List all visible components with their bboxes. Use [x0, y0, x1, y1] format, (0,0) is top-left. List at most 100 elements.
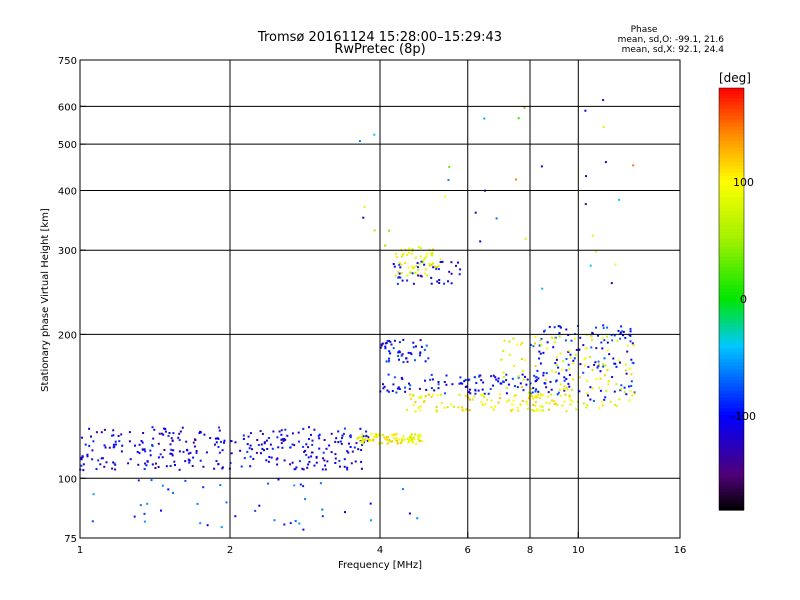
data-point: [247, 435, 250, 438]
data-point: [413, 438, 416, 441]
data-point: [483, 392, 486, 395]
data-point: [397, 270, 400, 273]
data-point: [325, 447, 328, 450]
colorbar-segment: [719, 284, 744, 290]
data-point: [550, 388, 553, 391]
data-point: [271, 447, 274, 450]
data-point: [275, 458, 278, 461]
data-point: [623, 391, 626, 393]
data-point: [318, 433, 321, 436]
colorbar-segment: [719, 386, 744, 392]
data-point: [468, 378, 471, 381]
data-point: [508, 353, 511, 356]
data-point: [446, 406, 449, 409]
data-point: [305, 453, 308, 456]
data-point: [242, 438, 245, 440]
data-point: [187, 452, 190, 455]
data-point: [429, 264, 432, 267]
data-point: [424, 360, 427, 363]
data-point: [361, 437, 364, 440]
data-point: [167, 488, 170, 491]
data-point: [430, 387, 433, 390]
data-point: [382, 383, 384, 386]
data-point: [516, 343, 519, 346]
data-point: [459, 376, 462, 379]
data-point: [529, 343, 532, 346]
data-point: [391, 440, 394, 443]
data-point: [574, 353, 577, 356]
data-point: [598, 386, 601, 389]
data-point: [617, 359, 620, 362]
data-point: [400, 376, 403, 379]
data-point: [291, 443, 294, 446]
data-point: [393, 339, 396, 342]
data-point: [406, 254, 409, 256]
data-point: [625, 372, 628, 375]
data-point: [589, 398, 592, 401]
colorbar-segment: [719, 130, 744, 135]
data-point: [408, 387, 411, 390]
data-point: [416, 517, 419, 520]
data-point: [240, 465, 243, 468]
data-point: [249, 444, 252, 447]
colorbar-segment: [719, 277, 744, 283]
data-point: [424, 394, 427, 397]
data-point: [322, 451, 325, 454]
data-point: [559, 394, 562, 397]
data-point: [361, 438, 364, 441]
data-point: [112, 429, 115, 432]
data-point: [138, 443, 141, 446]
data-point: [563, 385, 566, 388]
data-point: [611, 339, 614, 342]
data-point: [487, 392, 490, 395]
data-point: [568, 367, 571, 370]
data-point: [608, 353, 611, 356]
data-point: [308, 426, 310, 429]
colorbar-segment: [719, 355, 744, 360]
data-point: [584, 357, 587, 360]
data-point: [218, 451, 221, 454]
data-point: [417, 266, 419, 269]
colorbar-segment: [719, 411, 744, 416]
data-point: [547, 391, 550, 394]
data-point: [602, 99, 605, 102]
data-point: [409, 436, 412, 439]
data-point: [365, 430, 368, 433]
data-point: [426, 274, 429, 277]
data-point: [91, 520, 94, 523]
data-point: [111, 467, 114, 470]
data-point: [623, 386, 626, 389]
data-point: [397, 386, 400, 389]
data-point: [343, 458, 346, 461]
data-point: [199, 459, 202, 462]
data-point: [313, 428, 316, 431]
data-point: [604, 364, 607, 367]
data-point: [555, 379, 558, 382]
data-point: [451, 383, 454, 386]
data-point: [390, 440, 393, 443]
data-point: [215, 460, 218, 463]
data-point: [408, 382, 410, 385]
data-point: [401, 439, 404, 442]
data-point: [565, 386, 568, 389]
data-point: [553, 341, 556, 344]
data-point: [603, 339, 606, 342]
data-point: [519, 403, 522, 406]
colorbar-segment: [719, 239, 744, 244]
colorbar-segment: [719, 228, 744, 233]
data-point: [358, 140, 361, 142]
colorbar-segment: [719, 348, 744, 353]
data-point: [267, 437, 270, 439]
data-point: [280, 442, 283, 445]
data-point: [543, 329, 546, 332]
data-point: [263, 441, 266, 444]
data-point: [602, 324, 605, 327]
colorbar-segment: [719, 102, 744, 107]
data-point: [466, 395, 468, 397]
data-point: [409, 439, 412, 442]
data-point: [541, 405, 544, 408]
data-point: [402, 338, 405, 341]
data-point: [450, 403, 453, 406]
data-point: [404, 262, 407, 264]
